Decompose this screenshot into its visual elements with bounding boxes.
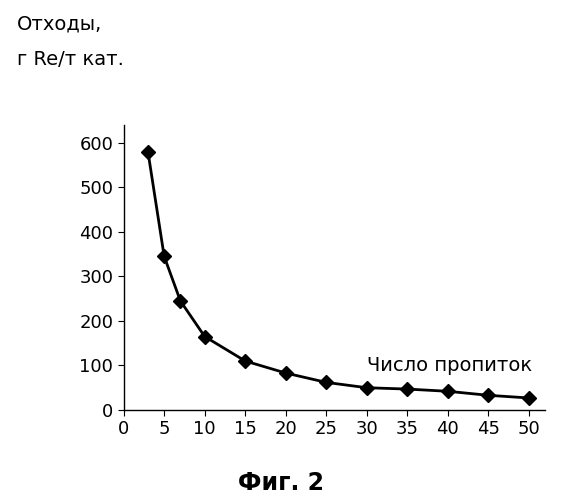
Text: Фиг. 2: Фиг. 2 [238,471,324,495]
Text: Число пропиток: Число пропиток [367,356,532,375]
Text: г Re/т кат.: г Re/т кат. [17,50,124,69]
Text: Отходы,: Отходы, [17,15,102,34]
